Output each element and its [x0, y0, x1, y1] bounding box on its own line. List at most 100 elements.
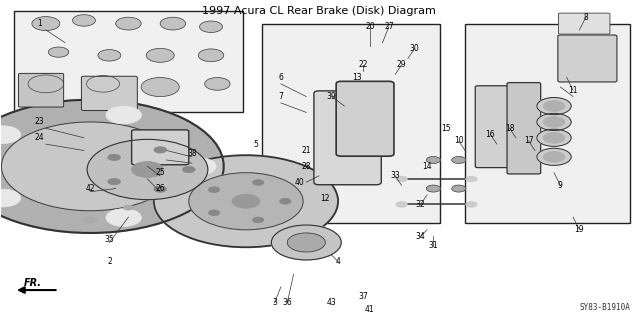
Text: 37: 37 — [359, 292, 368, 301]
Circle shape — [141, 77, 179, 97]
Circle shape — [182, 166, 195, 173]
Text: 9: 9 — [558, 181, 563, 190]
Circle shape — [209, 210, 220, 216]
Circle shape — [160, 17, 186, 30]
Text: 2: 2 — [107, 257, 112, 266]
Text: 33: 33 — [390, 172, 400, 180]
Circle shape — [543, 151, 565, 162]
FancyBboxPatch shape — [475, 86, 509, 168]
Circle shape — [87, 76, 119, 92]
Text: 30: 30 — [410, 44, 419, 53]
Text: 25: 25 — [156, 168, 165, 177]
Circle shape — [253, 217, 264, 223]
Circle shape — [426, 185, 440, 192]
Text: 32: 32 — [416, 200, 426, 209]
Text: 27: 27 — [384, 22, 394, 31]
Text: 14: 14 — [422, 162, 432, 171]
Text: 31: 31 — [429, 241, 438, 250]
Text: 26: 26 — [156, 184, 165, 193]
Circle shape — [181, 157, 216, 175]
Text: 1997 Acura CL Rear Brake (Disk) Diagram: 1997 Acura CL Rear Brake (Disk) Diagram — [202, 6, 436, 16]
Circle shape — [543, 101, 565, 111]
Circle shape — [0, 100, 224, 233]
Bar — [14, 11, 243, 112]
Circle shape — [154, 186, 167, 192]
Circle shape — [154, 155, 338, 247]
Text: 34: 34 — [416, 232, 426, 241]
Circle shape — [84, 217, 97, 223]
Text: 1: 1 — [37, 19, 42, 28]
Text: 39: 39 — [327, 92, 337, 101]
Text: 36: 36 — [283, 298, 292, 307]
Text: 3: 3 — [272, 298, 277, 307]
Text: 5: 5 — [253, 140, 258, 148]
Text: 16: 16 — [486, 130, 495, 139]
Text: 43: 43 — [327, 298, 337, 307]
Circle shape — [396, 202, 407, 207]
Text: 15: 15 — [441, 124, 451, 133]
Circle shape — [73, 15, 96, 26]
Circle shape — [537, 98, 571, 115]
Circle shape — [426, 156, 440, 164]
Text: 6: 6 — [278, 73, 283, 82]
FancyBboxPatch shape — [82, 76, 137, 110]
Circle shape — [466, 202, 477, 207]
FancyBboxPatch shape — [336, 81, 394, 156]
Text: 7: 7 — [278, 92, 283, 101]
Circle shape — [452, 185, 466, 192]
Circle shape — [205, 77, 230, 90]
Text: 38: 38 — [187, 149, 197, 158]
Circle shape — [209, 187, 220, 193]
Circle shape — [271, 225, 341, 260]
Text: 22: 22 — [359, 60, 368, 69]
Text: 40: 40 — [295, 178, 305, 187]
Text: 29: 29 — [397, 60, 406, 69]
Circle shape — [200, 21, 223, 32]
Text: 18: 18 — [505, 124, 514, 133]
Circle shape — [0, 126, 21, 144]
Text: 21: 21 — [302, 146, 311, 155]
Text: 4: 4 — [336, 257, 341, 266]
Circle shape — [146, 48, 174, 62]
Text: 20: 20 — [365, 22, 375, 31]
Text: 35: 35 — [105, 235, 114, 244]
FancyBboxPatch shape — [131, 130, 189, 165]
Circle shape — [98, 50, 121, 61]
Circle shape — [287, 233, 325, 252]
Circle shape — [543, 132, 565, 143]
Circle shape — [154, 147, 167, 153]
Circle shape — [108, 154, 121, 161]
Circle shape — [537, 113, 571, 131]
FancyBboxPatch shape — [558, 35, 617, 82]
Circle shape — [452, 156, 466, 164]
Text: 10: 10 — [454, 136, 464, 146]
Text: 13: 13 — [352, 73, 362, 82]
Text: 28: 28 — [302, 162, 311, 171]
Circle shape — [198, 49, 224, 62]
Text: SY83-B1910A: SY83-B1910A — [579, 303, 630, 312]
Circle shape — [123, 205, 133, 210]
FancyBboxPatch shape — [19, 73, 64, 107]
Text: 17: 17 — [524, 136, 533, 146]
Circle shape — [232, 194, 260, 208]
Circle shape — [32, 17, 60, 31]
Text: 11: 11 — [568, 86, 578, 95]
Text: FR.: FR. — [24, 278, 42, 288]
Circle shape — [466, 176, 477, 182]
Circle shape — [279, 198, 291, 204]
Circle shape — [131, 162, 163, 178]
Circle shape — [106, 106, 142, 124]
Circle shape — [1, 122, 179, 211]
Bar — [262, 24, 440, 223]
Circle shape — [543, 116, 565, 127]
Text: 24: 24 — [34, 133, 44, 142]
Circle shape — [115, 17, 141, 30]
Circle shape — [106, 209, 142, 227]
Circle shape — [87, 140, 208, 200]
FancyBboxPatch shape — [507, 83, 540, 174]
Text: 19: 19 — [575, 225, 584, 234]
Text: 12: 12 — [321, 194, 330, 203]
Text: 41: 41 — [365, 305, 375, 314]
Circle shape — [189, 173, 303, 230]
FancyBboxPatch shape — [558, 13, 610, 34]
